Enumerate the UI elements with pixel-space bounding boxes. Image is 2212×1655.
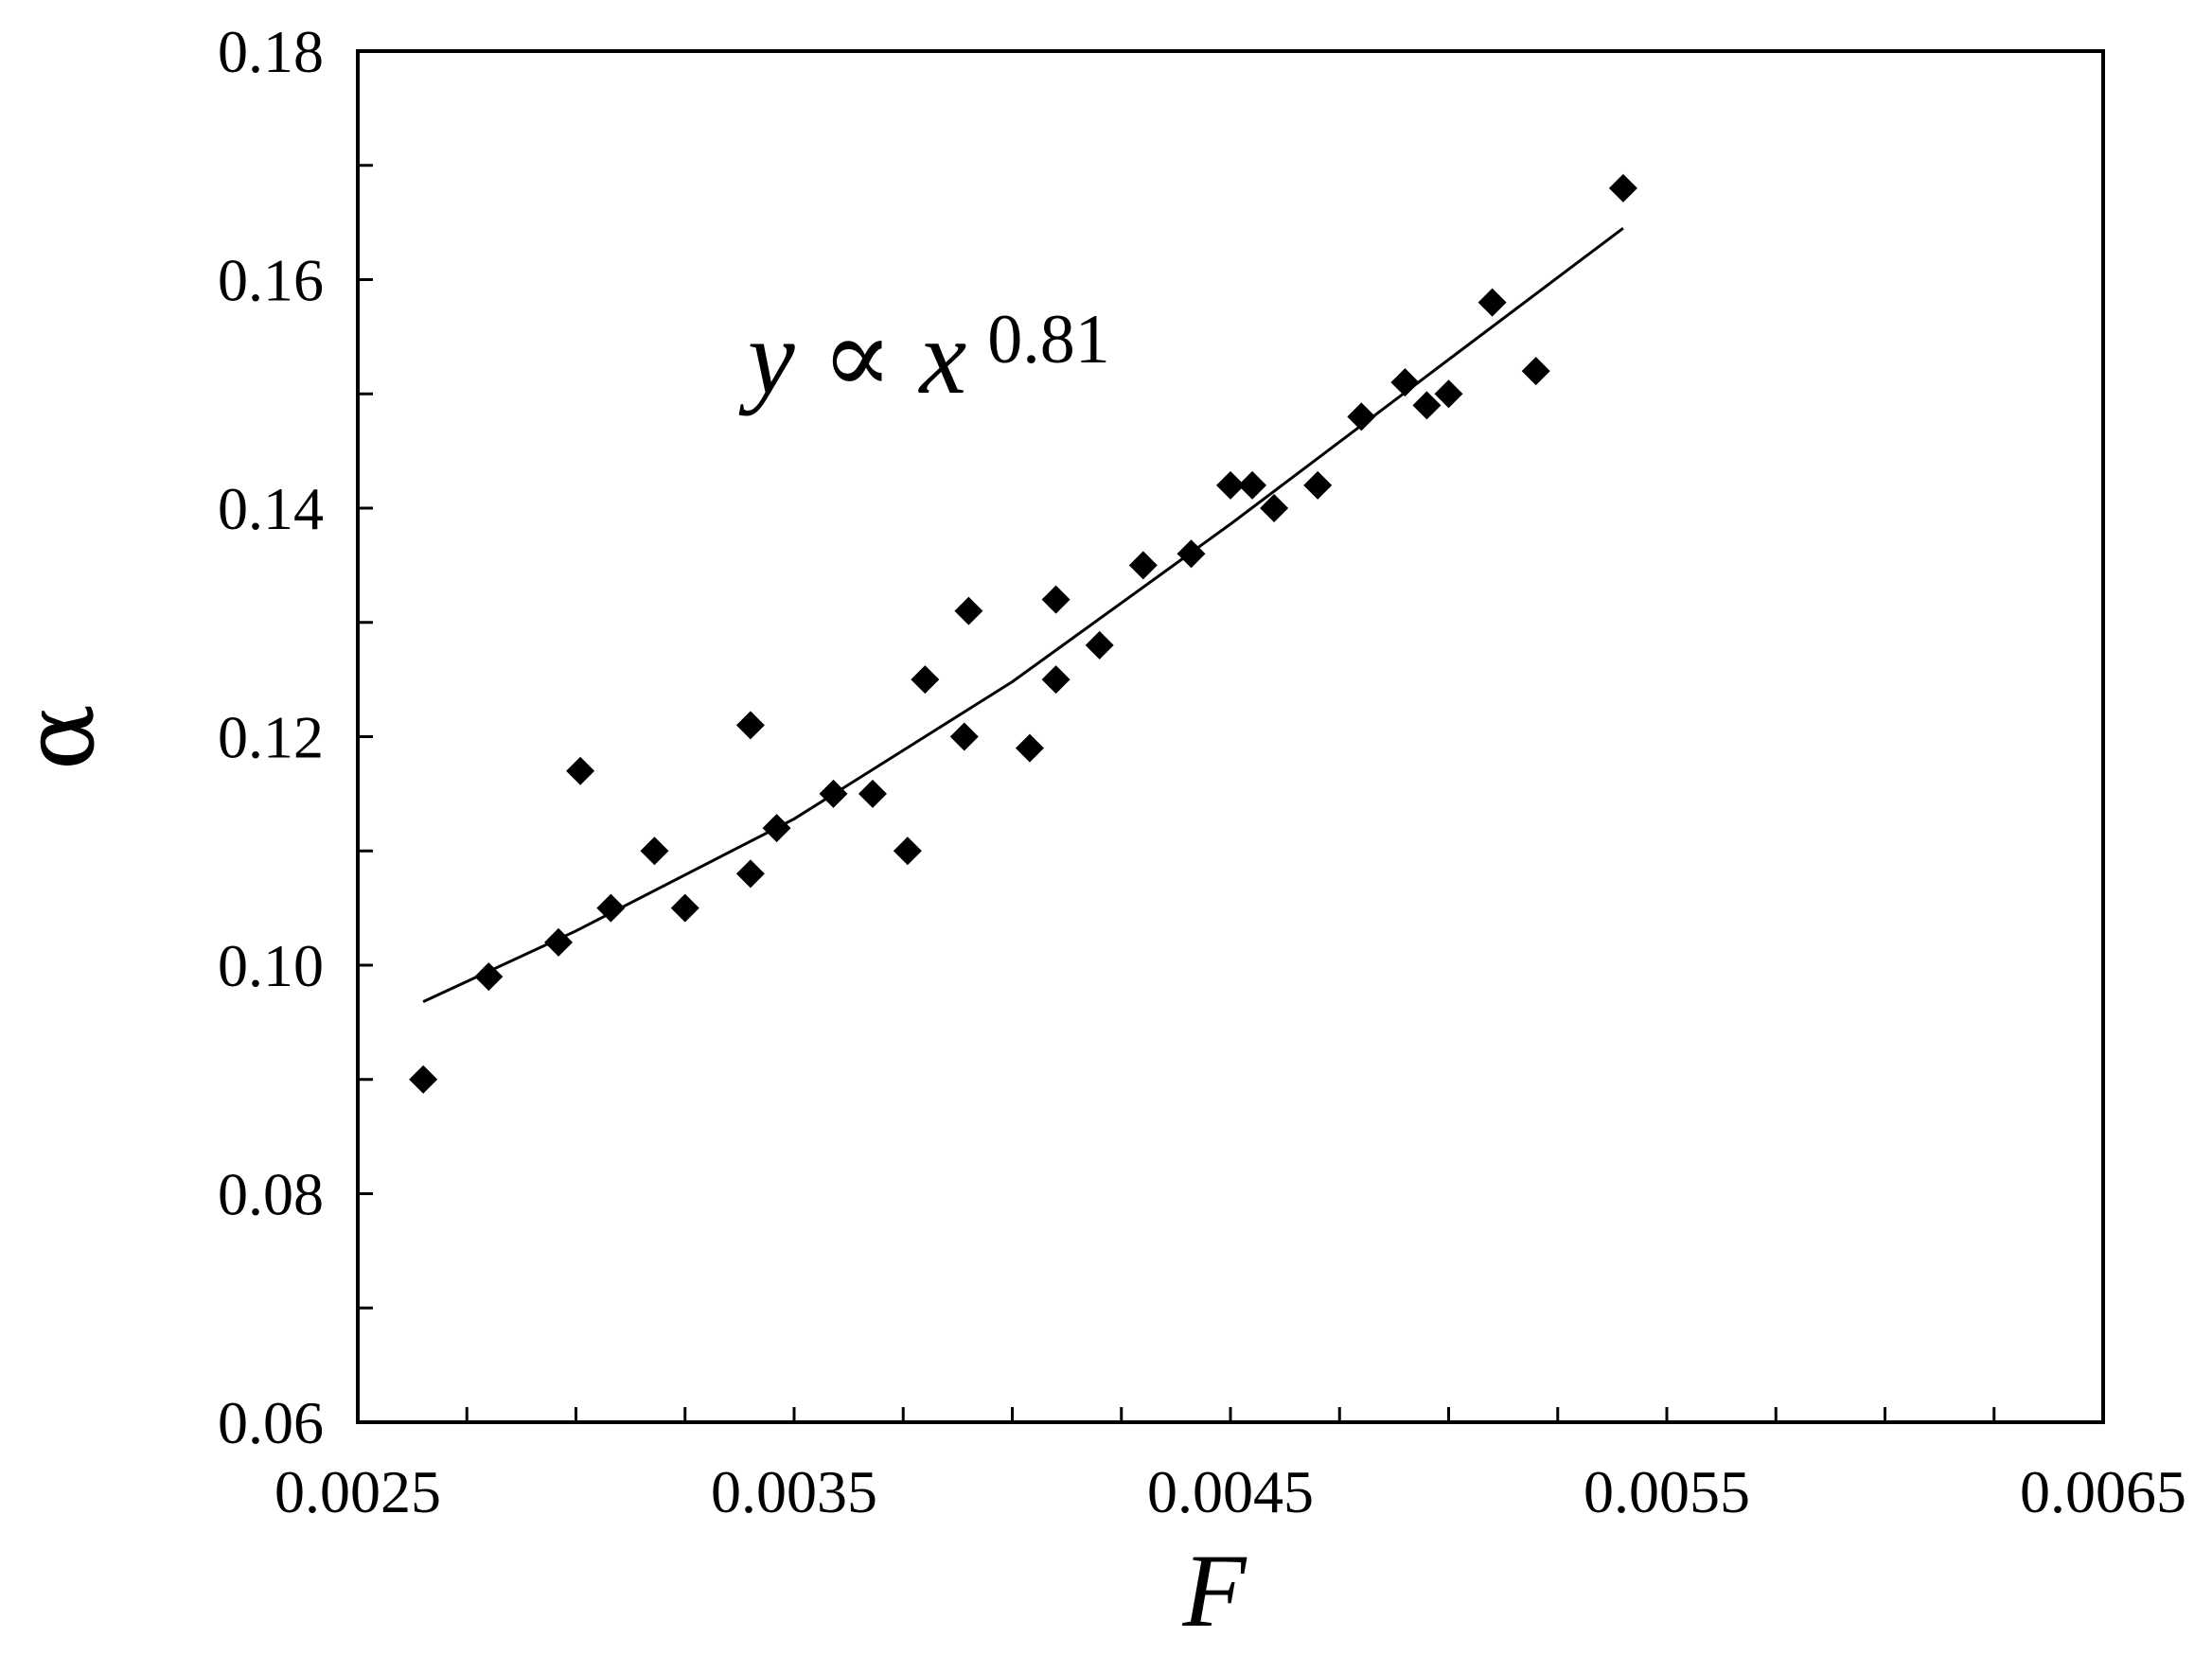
y-tick-label: 0.10 (218, 932, 324, 999)
y-tick-label: 0.18 (218, 18, 324, 85)
data-point (1260, 494, 1289, 522)
data-point (1478, 288, 1507, 317)
data-point (1303, 470, 1333, 500)
data-point (858, 779, 887, 808)
data-point (1015, 733, 1044, 763)
x-axis-ticks: 0.0025 0.0035 0.0045 0.0055 0.0065 (274, 1407, 2186, 1525)
data-point (1216, 470, 1245, 500)
data-point (1238, 470, 1267, 500)
y-tick-label: 0.16 (218, 247, 324, 314)
x-tick-label: 0.0035 (711, 1458, 877, 1525)
fit-curve (422, 227, 1624, 1003)
scatter-points-group (409, 173, 1637, 1094)
plot-frame (356, 49, 2105, 1424)
data-point (1608, 173, 1637, 202)
data-point (544, 927, 574, 957)
annotation-base: y ∝ x (738, 299, 966, 416)
x-tick-label: 0.0045 (1147, 1458, 1314, 1525)
data-point (1390, 368, 1420, 397)
x-axis-title: F (1181, 1533, 1248, 1648)
fit-curve-group (422, 227, 1624, 1003)
data-point (1041, 665, 1071, 695)
y-axis-ticks: 0.06 0.08 0.10 0.12 0.14 0.16 0.18 (218, 18, 373, 1456)
data-point (596, 893, 626, 923)
data-point (949, 722, 979, 751)
y-tick-label: 0.08 (218, 1161, 324, 1228)
annotation-text: y ∝ x 0.81 (738, 299, 1110, 416)
data-point (474, 962, 504, 992)
data-point (1521, 357, 1550, 386)
x-tick-label: 0.0065 (2020, 1458, 2186, 1525)
data-point (762, 814, 791, 843)
data-point (1128, 551, 1158, 580)
data-point (1085, 630, 1114, 660)
data-point (954, 596, 983, 625)
data-point (566, 756, 595, 785)
y-tick-label: 0.06 (218, 1389, 324, 1456)
data-point (893, 836, 922, 866)
data-point (1041, 585, 1071, 614)
data-point (1434, 379, 1463, 409)
data-point (819, 779, 848, 808)
data-point (1412, 391, 1442, 420)
data-point (735, 859, 765, 889)
y-axis-title: α (1, 704, 116, 770)
data-point (640, 836, 669, 866)
data-point (1347, 402, 1376, 431)
data-point (911, 665, 940, 695)
x-tick-label: 0.0025 (274, 1458, 441, 1525)
data-point (409, 1065, 438, 1094)
x-tick-label: 0.0055 (1584, 1458, 1750, 1525)
annotation-exponent: 0.81 (987, 301, 1110, 379)
y-tick-label: 0.14 (218, 475, 324, 542)
data-point (735, 711, 765, 740)
y-tick-label: 0.12 (218, 704, 324, 771)
data-point (1177, 539, 1206, 569)
data-point (670, 893, 699, 923)
